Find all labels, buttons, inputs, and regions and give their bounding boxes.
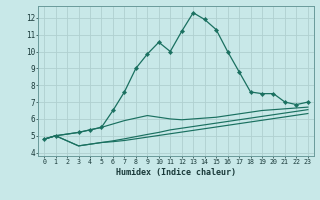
X-axis label: Humidex (Indice chaleur): Humidex (Indice chaleur) [116,168,236,177]
